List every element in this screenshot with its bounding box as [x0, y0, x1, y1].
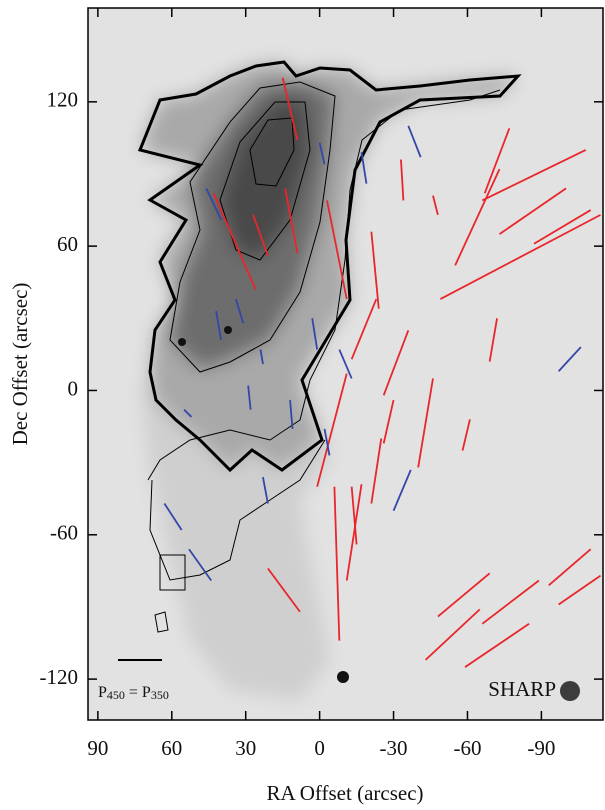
polarization-vector [262, 476, 269, 504]
polarization-vector [281, 77, 299, 141]
x-tick-label: -30 [380, 736, 408, 760]
intensity-map [137, 60, 522, 700]
polarization-vector [400, 159, 405, 201]
polarization-vector [212, 192, 257, 290]
vectors [163, 77, 602, 668]
polarization-vector [284, 188, 299, 254]
y-tick-label: 120 [47, 88, 79, 112]
x-tick-label: -90 [527, 736, 555, 760]
polarization-vector [370, 438, 383, 504]
polarization-vector [370, 231, 380, 309]
polarization-vector [234, 298, 245, 324]
polarization-vector [432, 195, 439, 216]
source-marker [337, 671, 349, 683]
polarization-vector [323, 428, 331, 456]
polarization-vector [252, 214, 269, 257]
plot-frame [87, 7, 604, 721]
y-tick-label: 0 [68, 376, 79, 400]
x-axis-title: RA Offset (arcsec) [266, 781, 423, 805]
y-axis-title: Dec Offset (arcsec) [8, 283, 32, 446]
polarization-vector [183, 409, 193, 418]
polarization-vector [345, 484, 363, 581]
polarization-vector [417, 378, 434, 468]
polarization-vector [350, 486, 358, 545]
polarization-vector [163, 503, 183, 531]
source-marker [224, 326, 232, 334]
polarization-vector [558, 574, 602, 606]
polarization-vector [333, 486, 341, 641]
polarization-vector [464, 623, 530, 668]
polarization-vector [205, 188, 222, 221]
polarization-vector [548, 548, 592, 586]
x-tick-label: 30 [235, 736, 256, 760]
polarization-vector [267, 567, 301, 613]
y-tick-label: -120 [40, 665, 79, 689]
polarization-vector [259, 349, 264, 365]
y-tick-label: 60 [57, 232, 78, 256]
polarization-vector [311, 318, 319, 350]
polarization-vector [338, 349, 353, 379]
source-marker [178, 338, 186, 346]
beam-label: SHARP [488, 677, 556, 701]
polarization-vector [454, 168, 501, 266]
polarization-vector [316, 373, 348, 487]
polarization-vector [289, 400, 294, 430]
polarization-vector [360, 152, 368, 184]
polarization-vector [557, 346, 582, 372]
polarization-vector [382, 399, 395, 444]
polarization-vector [481, 149, 587, 202]
y-tick-label: -60 [50, 521, 78, 545]
x-tick-label: 0 [314, 736, 325, 760]
polarization-vector [439, 214, 601, 300]
polarization-vector [350, 298, 378, 360]
polarization-vector [483, 127, 511, 194]
polarization-vector [424, 608, 481, 661]
polarization-vector [326, 200, 348, 300]
x-tick-label: 90 [87, 736, 108, 760]
polarization-vector [461, 419, 471, 451]
x-tick-label: 60 [161, 736, 182, 760]
polarization-vector [247, 385, 252, 410]
beam [560, 681, 580, 701]
polarization-vector [481, 579, 540, 625]
x-tick-label: -60 [453, 736, 481, 760]
polarization-vector [498, 187, 567, 235]
polarization-vector [437, 572, 491, 618]
scale-label: P450 = P350 [98, 684, 169, 702]
polarization-vector [392, 469, 412, 512]
polarization-vector [382, 330, 410, 396]
polarization-vector [215, 310, 222, 341]
polarization-vector [407, 125, 422, 158]
polarization-vector [188, 548, 212, 582]
polarization-vector [318, 142, 326, 165]
polarization-vector [488, 318, 498, 362]
polarization-vector [533, 209, 592, 245]
